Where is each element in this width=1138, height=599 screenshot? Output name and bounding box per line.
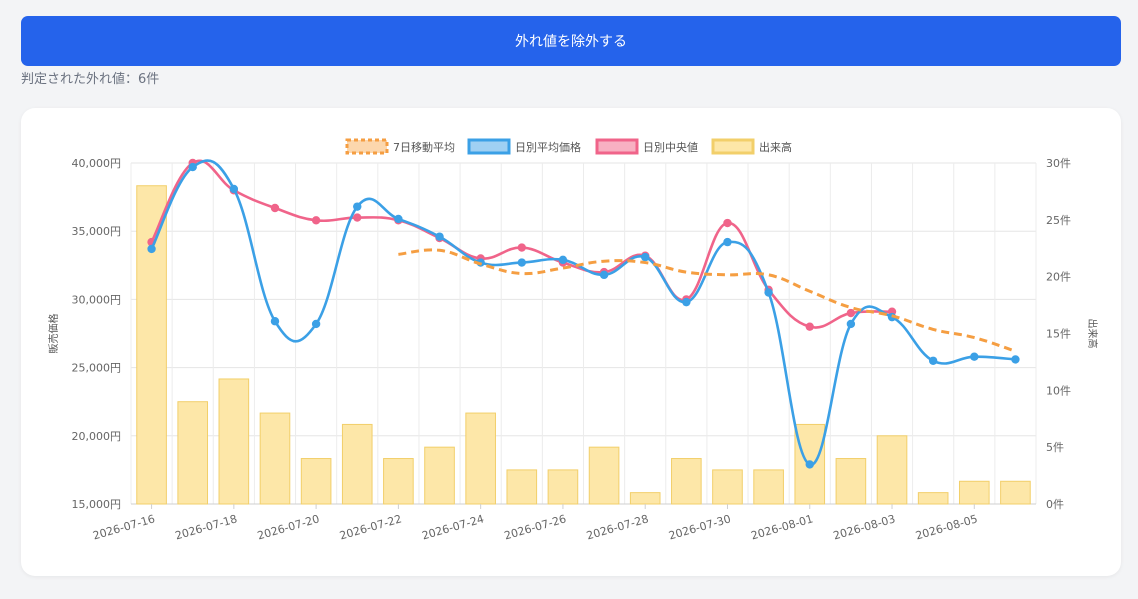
daily-median-point: [270, 203, 280, 213]
x-tick-label: 2026-07-26: [503, 512, 568, 542]
y-left-tick-label: 20,000円: [72, 430, 122, 443]
price-volume-chart: 15,000円 20,000円 25,000円 30,000円 35,000円 40,00…: [47, 138, 1099, 543]
y-left-axis-title: 販売価格: [47, 314, 60, 354]
y-right-tick-label: 15件: [1046, 328, 1071, 341]
daily-mean-point: [599, 270, 609, 280]
daily-median-point: [846, 308, 856, 318]
outlier-count-label: 判定された外れ値：6件: [21, 72, 160, 87]
y-left-tick-label: 30,000円: [72, 293, 122, 306]
legend-swatch: [467, 138, 511, 155]
daily-mean-point: [970, 352, 979, 361]
x-tick-label: 2026-07-20: [256, 512, 321, 542]
daily-mean-point: [311, 319, 321, 329]
volume-bar: [917, 492, 949, 505]
daily-mean-point: [229, 184, 239, 194]
daily-median-point: [723, 218, 732, 228]
daily-median-point: [805, 322, 814, 331]
x-tick-label: 2026-07-22: [338, 512, 403, 542]
volume-bar: [218, 378, 250, 505]
exclude-outliers-button[interactable]: 外れ値を除外する: [21, 16, 1121, 66]
legend-swatch: [595, 138, 639, 155]
volume-bar: [671, 458, 702, 505]
y-right-axis-title: 出来高: [1086, 319, 1099, 349]
volume-bar: [629, 492, 661, 505]
chart-card: 15,000円 20,000円 25,000円 30,000円 35,000円 40,00…: [21, 108, 1121, 576]
legend-swatch: [345, 138, 389, 155]
legend-label: 7日移動平均: [393, 140, 455, 154]
volume-bar: [341, 423, 373, 505]
x-tick-label: 2026-08-05: [914, 512, 979, 542]
volume-bar: [547, 469, 579, 505]
y-left-tick-label: 15,000円: [72, 498, 122, 511]
x-tick-label: 2026-07-16: [91, 512, 156, 542]
daily-median-point: [311, 216, 321, 225]
legend-label: 日別中央値: [643, 141, 698, 154]
y-right-tick-label: 0件: [1046, 498, 1064, 511]
legend-label: 出来高: [759, 140, 792, 154]
daily-mean-point: [147, 244, 156, 254]
daily-mean-point: [353, 202, 362, 211]
volume-bar: [588, 446, 620, 505]
x-tick-label: 2026-08-03: [832, 512, 897, 542]
volume-bar: [300, 458, 332, 505]
daily-mean-point: [270, 317, 280, 326]
daily-mean-point: [641, 252, 650, 262]
daily-mean-line: [150, 159, 1016, 466]
volume-bar: [465, 412, 496, 505]
volume-bar: [712, 469, 743, 505]
volume-bar: [753, 469, 784, 505]
daily-mean-point: [682, 297, 691, 307]
x-tick-label: 2026-07-30: [667, 512, 732, 542]
y-left-tick-label: 35,000円: [72, 225, 122, 238]
x-tick-label: 2026-07-18: [174, 512, 239, 542]
y-left-tick-label: 25,000円: [72, 362, 122, 375]
y-right-tick-label: 20件: [1046, 271, 1071, 284]
daily-mean-point: [558, 255, 568, 265]
volume-bar: [177, 401, 209, 505]
x-tick-label: 2026-07-28: [585, 512, 650, 542]
y-right-tick-label: 25件: [1046, 214, 1071, 227]
moving-average-line: [398, 248, 1016, 353]
daily-mean-point: [723, 237, 732, 247]
x-tick-label: 2026-08-01: [750, 512, 815, 542]
y-left-tick-label: 40,000円: [72, 157, 122, 170]
daily-mean-point: [394, 214, 403, 224]
volume-bar: [835, 458, 867, 505]
daily-mean-point: [1011, 355, 1020, 364]
volume-bar: [876, 435, 908, 505]
volume-bar: [958, 480, 990, 505]
daily-median-point: [517, 243, 526, 252]
volume-bar: [136, 185, 167, 505]
volume-bar: [1000, 480, 1031, 505]
daily-mean-point: [846, 319, 856, 329]
y-right-tick-label: 10件: [1046, 384, 1071, 397]
volume-bar: [506, 469, 538, 505]
volume-bar: [259, 412, 291, 505]
legend-label: 日別平均価格: [515, 140, 581, 154]
legend-swatch: [711, 138, 755, 155]
volume-bar: [383, 458, 414, 505]
daily-mean-point: [805, 460, 814, 469]
daily-mean-point: [188, 162, 197, 172]
daily-mean-point: [517, 258, 526, 267]
daily-mean-point: [928, 356, 938, 365]
y-right-tick-label: 30件: [1046, 157, 1071, 170]
daily-median-point: [353, 213, 362, 222]
daily-mean-point: [435, 232, 444, 241]
x-tick-label: 2026-07-24: [420, 512, 485, 542]
y-right-tick-label: 5件: [1046, 441, 1064, 454]
daily-mean-point: [764, 288, 773, 297]
volume-bar: [424, 446, 455, 505]
